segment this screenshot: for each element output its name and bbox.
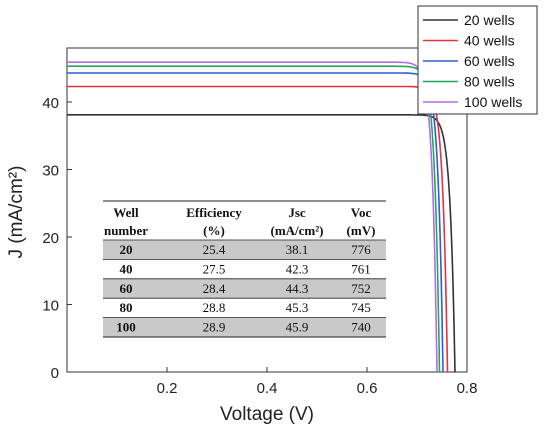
table-header: Efficiency (186, 205, 242, 220)
table-row-shade (103, 240, 386, 260)
table-cell: 28.4 (203, 281, 226, 296)
table-header-sub: number (104, 223, 148, 238)
table-cell: 45.9 (286, 320, 309, 335)
table-cell: 745 (351, 300, 371, 315)
table-cell: 752 (351, 281, 371, 296)
table-header-sub: (mV) (347, 223, 376, 238)
table-cell: 45.3 (286, 300, 309, 315)
table-cell: 761 (351, 261, 371, 276)
x-tick-label: 0.8 (457, 380, 478, 397)
series-line (67, 85, 449, 373)
y-tick-label: 0 (51, 365, 59, 382)
series-line (67, 65, 441, 373)
x-tick-label: 0.6 (357, 380, 378, 397)
table-cell: 40 (120, 261, 133, 276)
y-tick-label: 30 (42, 163, 59, 180)
y-tick-label: 40 (42, 95, 59, 112)
series-line (67, 114, 456, 373)
series-line (67, 72, 444, 373)
x-tick-label: 0.4 (257, 380, 278, 397)
table-row-shade (103, 317, 386, 337)
table-header-sub: (%) (203, 223, 225, 238)
table-row-shade (103, 278, 386, 299)
table-cell: 25.4 (203, 242, 226, 257)
table-header-sub: (mA/cm²) (271, 223, 324, 238)
legend-box (417, 5, 538, 115)
table-cell: 27.5 (203, 261, 226, 276)
table-cell: 28.8 (203, 300, 226, 315)
table-cell: 38.1 (286, 242, 309, 257)
x-tick-label: 0.2 (157, 380, 178, 397)
y-tick-label: 20 (42, 230, 59, 247)
series-line (67, 61, 438, 373)
legend-label: 20 wells (464, 12, 515, 28)
y-tick-label: 10 (42, 298, 59, 315)
legend-label: 100 wells (464, 94, 522, 110)
legend-label: 60 wells (464, 53, 515, 69)
axis-ticks: 0.2 0.4 0.6 0.8 0 10 20 30 40 (42, 95, 477, 397)
table-header: Voc (351, 205, 372, 220)
table-cell: 776 (351, 242, 371, 257)
y-axis-title: J (mA/cm²) (6, 166, 27, 259)
table-cell: 44.3 (286, 281, 309, 296)
table-cell: 740 (351, 320, 371, 335)
legend-label: 40 wells (464, 33, 515, 49)
series-curves (67, 61, 456, 373)
table-cell: 100 (116, 320, 136, 335)
table-header: Jsc (288, 205, 306, 220)
table-cell: 20 (120, 242, 133, 257)
table-cell: 42.3 (286, 261, 309, 276)
table-cell: 28.9 (203, 320, 226, 335)
legend-label: 80 wells (464, 74, 515, 90)
table-cell: 80 (120, 300, 133, 315)
inset-table: Well number Efficiency (%) Jsc (mA/cm²) Voc (mV… (103, 200, 386, 338)
legend: 20 wells 40 wells 60 wells 80 wells 100 well… (417, 5, 538, 115)
x-axis-title: Voltage (V) (220, 404, 314, 425)
table-cell: 60 (120, 281, 133, 296)
table-header: Well (113, 205, 139, 220)
